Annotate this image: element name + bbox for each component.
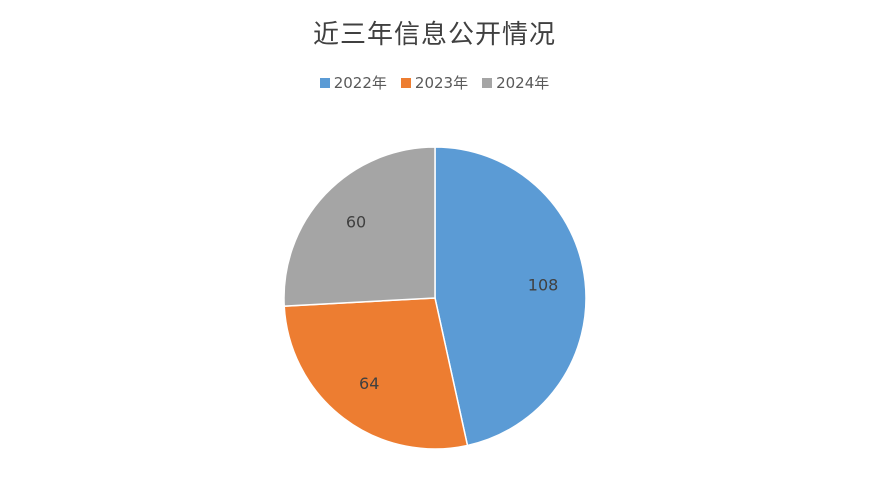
pie-slice-2023	[283, 297, 469, 450]
data-label-2022: 108	[528, 276, 559, 295]
legend-swatch-2022	[319, 77, 330, 88]
pie-data-labels: 108 64 60	[346, 213, 558, 393]
chart-legend: 2022年 2023年 2024年	[0, 72, 869, 93]
legend-swatch-2024	[482, 77, 493, 88]
chart-title: 近三年信息公开情况	[312, 20, 556, 50]
pie-slices	[283, 146, 587, 450]
legend-label-2023: 2023年	[414, 74, 469, 92]
data-label-2024: 60	[346, 213, 366, 232]
data-label-2023: 64	[359, 374, 379, 393]
legend-label-2024: 2024年	[496, 74, 550, 92]
legend-item-2023: 2023年	[400, 72, 469, 93]
pie-slice-2024	[283, 146, 436, 307]
legend-item-2024: 2024年	[482, 72, 549, 93]
pie-slice-2022	[434, 146, 587, 447]
legend-item-2022: 2022年	[319, 72, 387, 93]
legend-swatch-2023	[400, 77, 411, 88]
legend-label-2022: 2022年	[333, 74, 387, 92]
